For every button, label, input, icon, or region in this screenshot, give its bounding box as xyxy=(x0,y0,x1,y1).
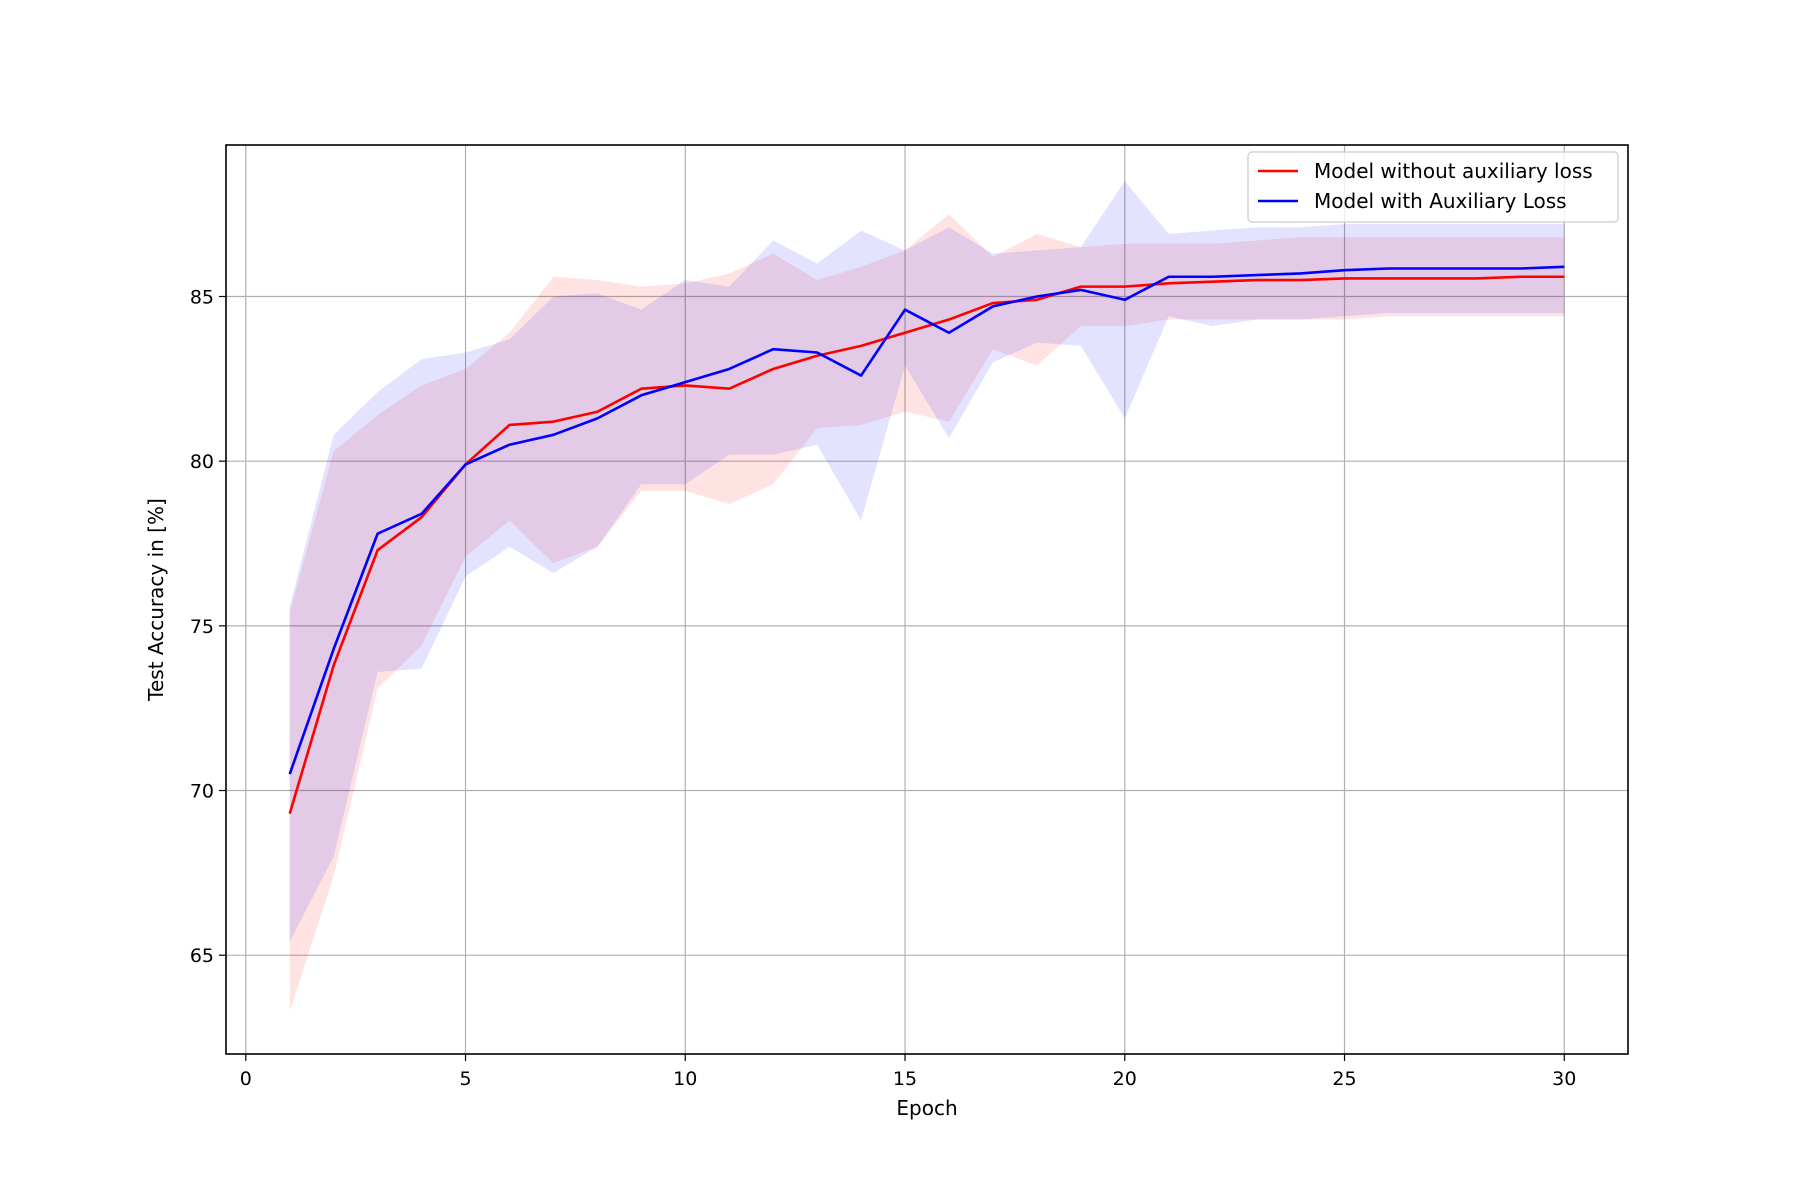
x-tick-label: 0 xyxy=(240,1068,252,1090)
x-tick-label: 25 xyxy=(1332,1068,1356,1090)
y-axis-ticks: 65 70 75 80 85 xyxy=(190,287,226,967)
plot-frame xyxy=(225,144,1629,1055)
x-tick-label: 20 xyxy=(1113,1068,1137,1090)
x-tick-label: 10 xyxy=(673,1068,697,1090)
y-tick-label: 80 xyxy=(190,451,214,473)
x-axis-ticks: 0 5 10 15 20 25 30 xyxy=(240,1054,1576,1090)
series-line-0 xyxy=(288,275,1565,814)
series-lines xyxy=(288,265,1565,814)
x-tick-label: 30 xyxy=(1552,1068,1576,1090)
y-tick-label: 75 xyxy=(190,616,214,638)
y-axis-label: Test Accuracy in [%] xyxy=(144,498,168,702)
x-axis-label: Epoch xyxy=(896,1096,957,1120)
series-line-1 xyxy=(288,265,1565,775)
x-tick-label: 15 xyxy=(893,1068,917,1090)
confidence-band-1 xyxy=(289,181,1565,943)
y-tick-label: 85 xyxy=(190,287,214,309)
legend-box xyxy=(1247,151,1619,223)
x-tick-label: 5 xyxy=(459,1068,471,1090)
legend-label-without-aux: Model without auxiliary loss xyxy=(1314,159,1593,183)
grid xyxy=(226,145,1628,1054)
y-tick-label: 70 xyxy=(190,781,214,803)
legend-label-with-aux: Model with Auxiliary Loss xyxy=(1314,189,1567,213)
legend: Model without auxiliary loss Model with … xyxy=(1247,151,1619,223)
y-tick-label: 65 xyxy=(190,945,214,967)
